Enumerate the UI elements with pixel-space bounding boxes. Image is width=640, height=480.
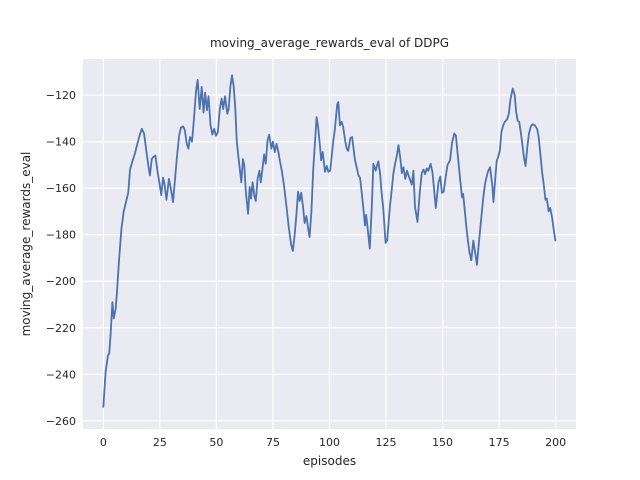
y-tick-label: −180 xyxy=(46,229,76,242)
y-tick-label: −260 xyxy=(46,415,76,428)
y-tick-label: −200 xyxy=(46,275,76,288)
x-tick-label: 0 xyxy=(100,436,107,449)
y-tick-label: −140 xyxy=(46,136,76,149)
reward-line xyxy=(102,74,557,408)
x-tick-labels: 0 25 50 75 100 125 150 175 200 xyxy=(100,436,566,449)
x-tick-label: 75 xyxy=(266,436,280,449)
x-tick-label: 175 xyxy=(489,436,510,449)
x-tick-label: 125 xyxy=(376,436,397,449)
y-tick-label: −240 xyxy=(46,368,76,381)
chart-title: moving_average_rewards_eval of DDPG xyxy=(210,36,449,50)
y-tick-labels: −260 −240 −220 −200 −180 −160 −140 −120 xyxy=(46,89,76,428)
y-axis-label: moving_average_rewards_eval xyxy=(19,152,33,337)
x-tick-label: 150 xyxy=(432,436,453,449)
x-tick-label: 50 xyxy=(209,436,223,449)
y-tick-label: −220 xyxy=(46,322,76,335)
gridlines xyxy=(83,59,576,429)
series-line xyxy=(102,74,557,408)
y-tick-label: −120 xyxy=(46,89,76,102)
x-tick-label: 100 xyxy=(319,436,340,449)
x-tick-label: 200 xyxy=(545,436,566,449)
x-axis-label: episodes xyxy=(303,454,356,468)
x-tick-label: 25 xyxy=(153,436,167,449)
y-tick-label: −160 xyxy=(46,182,76,195)
